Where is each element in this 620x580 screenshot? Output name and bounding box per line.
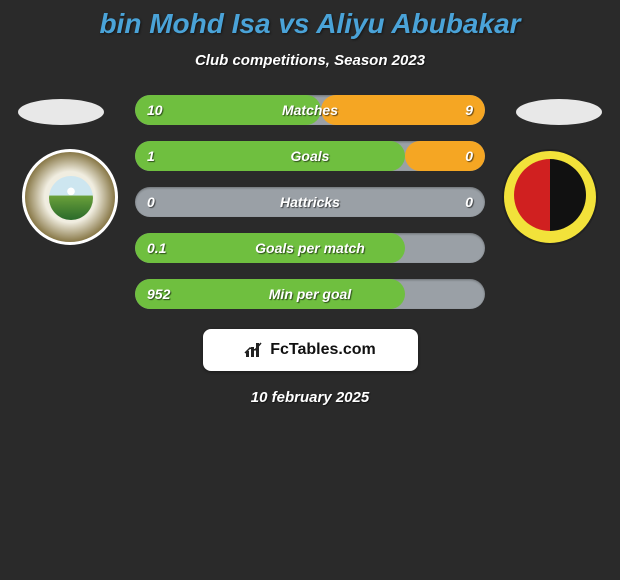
- player-right-plate: [516, 99, 602, 125]
- stat-label: Matches: [135, 95, 485, 125]
- stat-row: 0Hattricks0: [135, 187, 485, 217]
- stat-row: 1Goals0: [135, 141, 485, 171]
- stat-label: Goals per match: [135, 233, 485, 263]
- club-badge-right: [502, 149, 598, 245]
- stat-label: Min per goal: [135, 279, 485, 309]
- comparison-panel: 10Matches91Goals00Hattricks00.1Goals per…: [0, 95, 620, 406]
- stat-label: Goals: [135, 141, 485, 171]
- stat-row: 10Matches9: [135, 95, 485, 125]
- stat-value-right: 0: [465, 141, 473, 171]
- stat-label: Hattricks: [135, 187, 485, 217]
- chart-icon: [244, 341, 264, 359]
- brand-badge: FcTables.com: [203, 329, 418, 371]
- brand-text: FcTables.com: [270, 341, 376, 359]
- page-title: bin Mohd Isa vs Aliyu Abubakar: [0, 8, 620, 40]
- date-text: 10 february 2025: [0, 389, 620, 406]
- stat-value-right: 9: [465, 95, 473, 125]
- subtitle: Club competitions, Season 2023: [0, 52, 620, 69]
- stat-row: 0.1Goals per match: [135, 233, 485, 263]
- stat-row: 952Min per goal: [135, 279, 485, 309]
- club-badge-left: [22, 149, 118, 245]
- player-left-plate: [18, 99, 104, 125]
- stat-value-right: 0: [465, 187, 473, 217]
- stats-bars: 10Matches91Goals00Hattricks00.1Goals per…: [135, 95, 485, 309]
